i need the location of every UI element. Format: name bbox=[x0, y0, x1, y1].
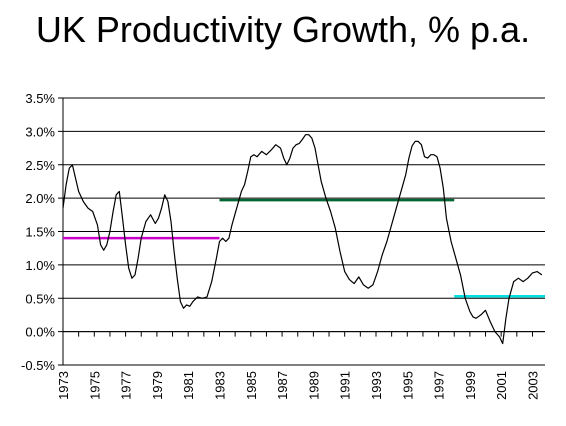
y-tick-label: 3.0% bbox=[25, 124, 55, 139]
x-tick-label: 1995 bbox=[400, 371, 415, 400]
x-tick-label: 1985 bbox=[244, 371, 259, 400]
y-tick-label: 0.0% bbox=[25, 325, 55, 340]
x-tick-label: 1993 bbox=[369, 371, 384, 400]
y-tick-label: 2.5% bbox=[25, 158, 55, 173]
y-tick-label: -0.5% bbox=[21, 358, 55, 373]
x-tick-label: 1991 bbox=[338, 371, 353, 400]
x-tick-label: 1989 bbox=[306, 371, 321, 400]
x-tick-label: 1983 bbox=[212, 371, 227, 400]
x-tick-label: 1973 bbox=[56, 371, 71, 400]
x-tick-label: 1999 bbox=[463, 371, 478, 400]
x-tick-label: 1979 bbox=[150, 371, 165, 400]
y-tick-label: 0.5% bbox=[25, 291, 55, 306]
y-tick-label: 1.5% bbox=[25, 225, 55, 240]
chart-title: UK Productivity Growth, % p.a. bbox=[35, 9, 531, 50]
x-tick-label: 1975 bbox=[87, 371, 102, 400]
x-tick-label: 1981 bbox=[181, 371, 196, 400]
y-tick-label: 3.5% bbox=[25, 91, 55, 106]
x-tick-label: 2001 bbox=[494, 371, 509, 400]
y-tick-label: 1.0% bbox=[25, 258, 55, 273]
x-tick-label: 1977 bbox=[119, 371, 134, 400]
x-tick-label: 1987 bbox=[275, 371, 290, 400]
productivity-growth-line bbox=[62, 134, 543, 345]
x-tick-label: 2003 bbox=[525, 371, 540, 400]
y-tick-label: 2.0% bbox=[25, 191, 55, 206]
x-tick-label: 1997 bbox=[432, 371, 447, 400]
